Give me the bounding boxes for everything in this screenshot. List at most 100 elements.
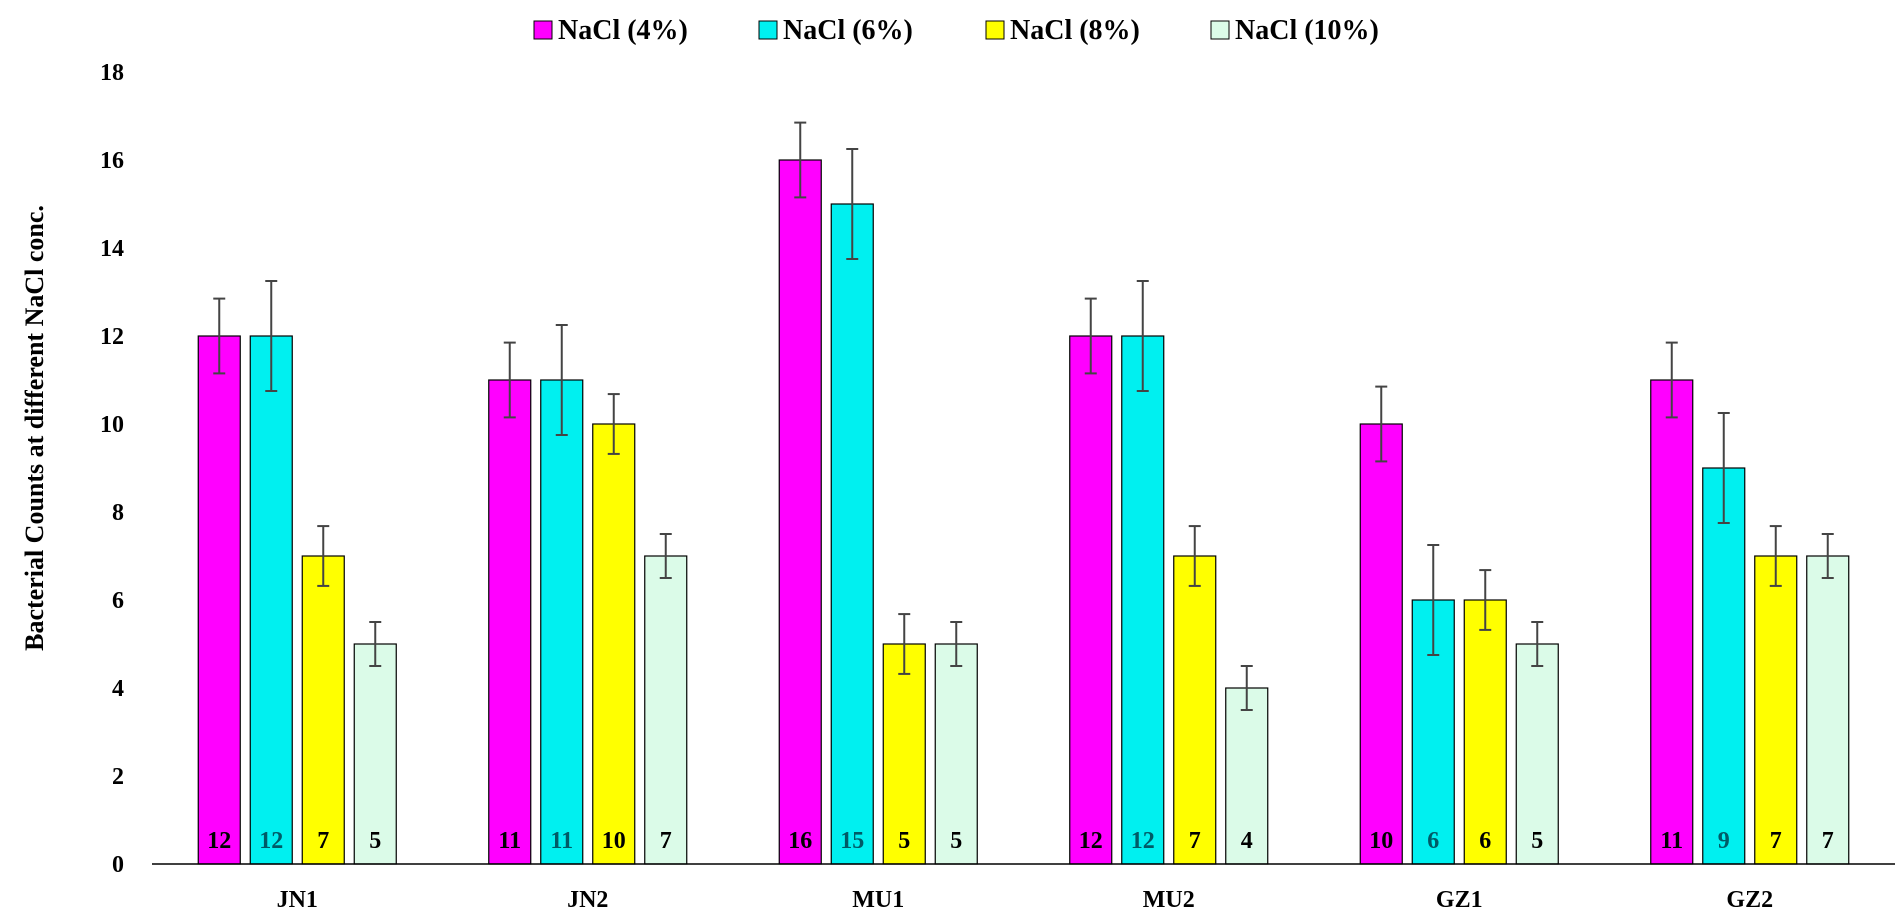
bar-value-label-mu2-series-2: 12	[1131, 828, 1155, 854]
bar-mu2-series-1	[1069, 335, 1113, 865]
bar-jn1-series-3	[301, 555, 345, 865]
bar-mu2-series-2	[1121, 335, 1165, 865]
legend-label-series-4: NaCl (10%)	[1235, 15, 1379, 46]
bar-value-label-gz2-series-3: 7	[1770, 828, 1782, 854]
bar-value-label-gz2-series-2: 9	[1718, 828, 1730, 854]
bar-value-label-gz2-series-4: 7	[1822, 828, 1834, 854]
category-labels: JN1 JN2 MU1 MU2 GZ1 GZ2	[277, 887, 1774, 913]
bar-jn2-series-3	[592, 423, 636, 865]
bar-gz1-series-1	[1359, 423, 1403, 865]
bar-value-label-mu1-series-2: 15	[840, 828, 864, 854]
bar-value-label-jn1-series-1: 12	[207, 828, 231, 854]
bar-value-label-jn1-series-2: 12	[259, 828, 283, 854]
bar-value-label-jn2-series-3: 10	[602, 828, 626, 854]
error-bar-mu2-series-4	[1240, 665, 1253, 711]
category-label-mu2: MU2	[1143, 887, 1195, 913]
error-bar-mu2-series-2	[1136, 280, 1149, 392]
error-bar-mu1-series-3	[898, 613, 911, 675]
category-label-gz2: GZ2	[1726, 887, 1773, 913]
bar-jn2-series-1	[488, 379, 532, 865]
bar-mu1-series-2	[830, 203, 874, 865]
bar-value-label-gz1-series-3: 6	[1479, 828, 1491, 854]
bar-mu2-series-3	[1173, 555, 1217, 865]
error-bars	[213, 121, 1834, 711]
bar-value-label-mu2-series-4: 4	[1241, 828, 1253, 854]
category-label-gz1: GZ1	[1436, 887, 1483, 913]
error-bar-gz2-series-4	[1821, 533, 1834, 579]
bar-value-label-gz2-series-1: 11	[1660, 828, 1683, 854]
legend-swatch-series-3	[985, 20, 1005, 40]
bar-value-label-gz1-series-1: 10	[1369, 828, 1393, 854]
bar-value-label-mu1-series-1: 16	[788, 828, 812, 854]
bar-value-label-jn2-series-1: 11	[498, 828, 521, 854]
y-tick-label-6: 6	[112, 588, 124, 614]
bar-mu2-series-4	[1225, 687, 1269, 865]
legend-label-series-1: NaCl (4%)	[558, 15, 688, 46]
bar-jn1-series-4	[353, 643, 397, 865]
error-bar-mu1-series-1	[794, 121, 807, 199]
y-tick-label-18: 18	[100, 60, 124, 86]
bar-value-label-jn1-series-4: 5	[369, 828, 381, 854]
legend-swatch-series-4	[1210, 20, 1230, 40]
bar-gz1-series-3	[1463, 599, 1507, 865]
y-tick-label-4: 4	[112, 676, 124, 702]
bar-gz2-series-1	[1650, 379, 1694, 865]
bar-value-label-mu2-series-1: 12	[1079, 828, 1103, 854]
legend: NaCl (4%) NaCl (6%) NaCl (8%) NaCl (10%)	[533, 15, 1379, 46]
error-bar-gz2-series-1	[1665, 341, 1678, 419]
error-bar-gz2-series-2	[1717, 412, 1730, 524]
bar-value-label-gz1-series-4: 5	[1531, 828, 1543, 854]
error-bar-gz1-series-2	[1427, 544, 1440, 656]
bar-jn1-series-2	[249, 335, 293, 865]
error-bar-jn2-series-1	[503, 341, 516, 419]
bar-value-labels: 12 12 7 5 11 11 10 7 16 15 5 5 12 12 7 4 10 6 6 5 11 9 7 7	[207, 828, 1834, 854]
category-label-jn1: JN1	[277, 887, 318, 913]
category-label-mu1: MU1	[852, 887, 904, 913]
error-bar-jn1-series-4	[369, 621, 382, 667]
y-tick-label-12: 12	[100, 324, 124, 350]
y-tick-label-14: 14	[100, 236, 124, 262]
y-tick-label-2: 2	[112, 764, 124, 790]
legend-swatch-series-2	[758, 20, 778, 40]
bar-value-label-jn2-series-2: 11	[550, 828, 573, 854]
bar-jn1-series-1	[197, 335, 241, 865]
error-bar-mu1-series-4	[950, 621, 963, 667]
error-bar-jn2-series-2	[555, 324, 568, 436]
legend-swatch-series-1	[533, 20, 553, 40]
y-axis-title: Bacterial Counts at different NaCl conc.	[20, 205, 49, 651]
bar-jn2-series-4	[644, 555, 688, 865]
y-tick-label-8: 8	[112, 500, 124, 526]
y-tick-label-0: 0	[112, 852, 124, 878]
bar-value-label-jn2-series-4: 7	[660, 828, 672, 854]
bar-gz2-series-4	[1806, 555, 1850, 865]
error-bar-jn2-series-3	[607, 393, 620, 455]
legend-label-series-2: NaCl (6%)	[783, 15, 913, 46]
error-bar-jn1-series-1	[213, 297, 226, 375]
category-label-jn2: JN2	[567, 887, 608, 913]
bar-value-label-mu2-series-3: 7	[1189, 828, 1201, 854]
error-bar-jn1-series-2	[265, 280, 278, 392]
bar-value-label-mu1-series-3: 5	[898, 828, 910, 854]
error-bar-gz1-series-4	[1531, 621, 1544, 667]
bar-value-label-gz1-series-2: 6	[1427, 828, 1439, 854]
y-tick-label-10: 10	[100, 412, 124, 438]
error-bar-jn2-series-4	[659, 533, 672, 579]
bar-value-label-mu1-series-4: 5	[950, 828, 962, 854]
bar-mu1-series-3	[882, 643, 926, 865]
error-bar-jn1-series-3	[317, 525, 330, 587]
bar-gz2-series-3	[1754, 555, 1798, 865]
error-bar-gz2-series-3	[1769, 525, 1782, 587]
error-bar-mu1-series-2	[846, 148, 859, 260]
bar-jn2-series-2	[540, 379, 584, 865]
bar-gz1-series-4	[1515, 643, 1559, 865]
bars	[197, 159, 1850, 865]
bar-value-label-jn1-series-3: 7	[317, 828, 329, 854]
bar-mu1-series-1	[778, 159, 822, 865]
bar-gz2-series-2	[1702, 467, 1746, 865]
y-tick-label-16: 16	[100, 148, 124, 174]
error-bar-gz1-series-1	[1375, 385, 1388, 463]
error-bar-mu2-series-3	[1188, 525, 1201, 587]
legend-label-series-3: NaCl (8%)	[1010, 15, 1140, 46]
error-bar-gz1-series-3	[1479, 569, 1492, 631]
